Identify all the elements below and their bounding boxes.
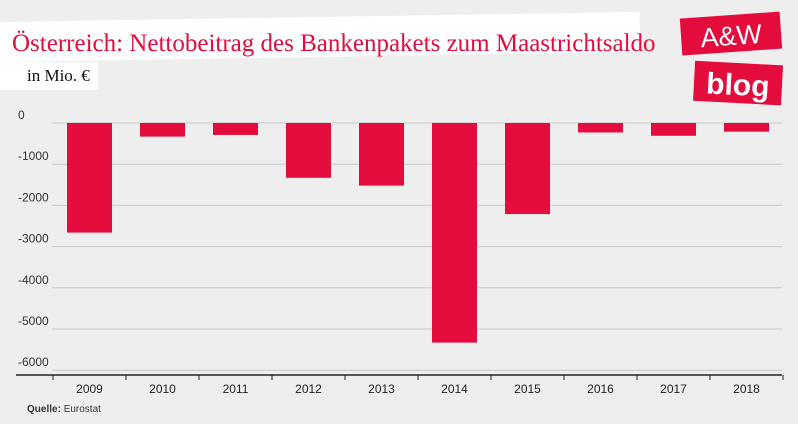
bar	[286, 123, 331, 178]
chart-subtitle: in Mio. €	[27, 66, 90, 85]
x-tick-label: 2016	[587, 382, 614, 396]
x-tick-label: 2010	[149, 382, 176, 396]
logo-box-bottom	[693, 60, 784, 106]
y-tick-label: -3000	[18, 232, 49, 246]
source-note: Quelle: Eurostat	[27, 404, 101, 415]
bar	[432, 123, 477, 343]
gridlines	[52, 122, 782, 371]
logo-box-top	[679, 11, 783, 56]
bar	[140, 123, 185, 137]
bar	[651, 123, 696, 136]
x-tick-label: 2015	[514, 382, 541, 396]
logo-text-bottom: blog	[705, 67, 770, 103]
bar	[505, 123, 550, 215]
y-tick-label: -1000	[18, 149, 49, 163]
x-tick-label: 2018	[733, 382, 760, 396]
bar	[578, 123, 623, 133]
x-tick-label: 2011	[223, 382, 249, 396]
x-tick-label: 2012	[295, 382, 322, 396]
y-tick-label: -2000	[18, 190, 49, 204]
bars	[67, 123, 769, 343]
x-tick-labels: 2009 2010 2011 2012 2013 2014 2015 2016 2017 2018	[76, 382, 760, 396]
source-label: Quelle:	[27, 404, 61, 415]
source-value: Eurostat	[63, 404, 101, 415]
bar	[67, 123, 112, 233]
x-tick-label: 2013	[368, 382, 395, 396]
subtitle-background	[0, 62, 98, 90]
y-tick-label: -6000	[18, 355, 49, 369]
bar	[724, 123, 769, 132]
bar	[213, 123, 258, 135]
x-axis	[16, 374, 784, 380]
y-tick-label: -5000	[18, 314, 49, 328]
x-tick-label: 2017	[660, 382, 687, 396]
bar	[359, 123, 404, 186]
y-tick-label: -4000	[18, 273, 49, 287]
x-tick-label: 2009	[76, 382, 103, 396]
logo-text-top: A&W	[699, 19, 763, 53]
chart-title: Österreich: Nettobeitrag des Bankenpaket…	[12, 30, 656, 57]
y-tick-labels: 0 -1000 -2000 -3000 -4000 -5000 -6000	[18, 108, 49, 369]
x-tick-label: 2014	[441, 382, 468, 396]
y-tick-label: 0	[18, 108, 25, 122]
